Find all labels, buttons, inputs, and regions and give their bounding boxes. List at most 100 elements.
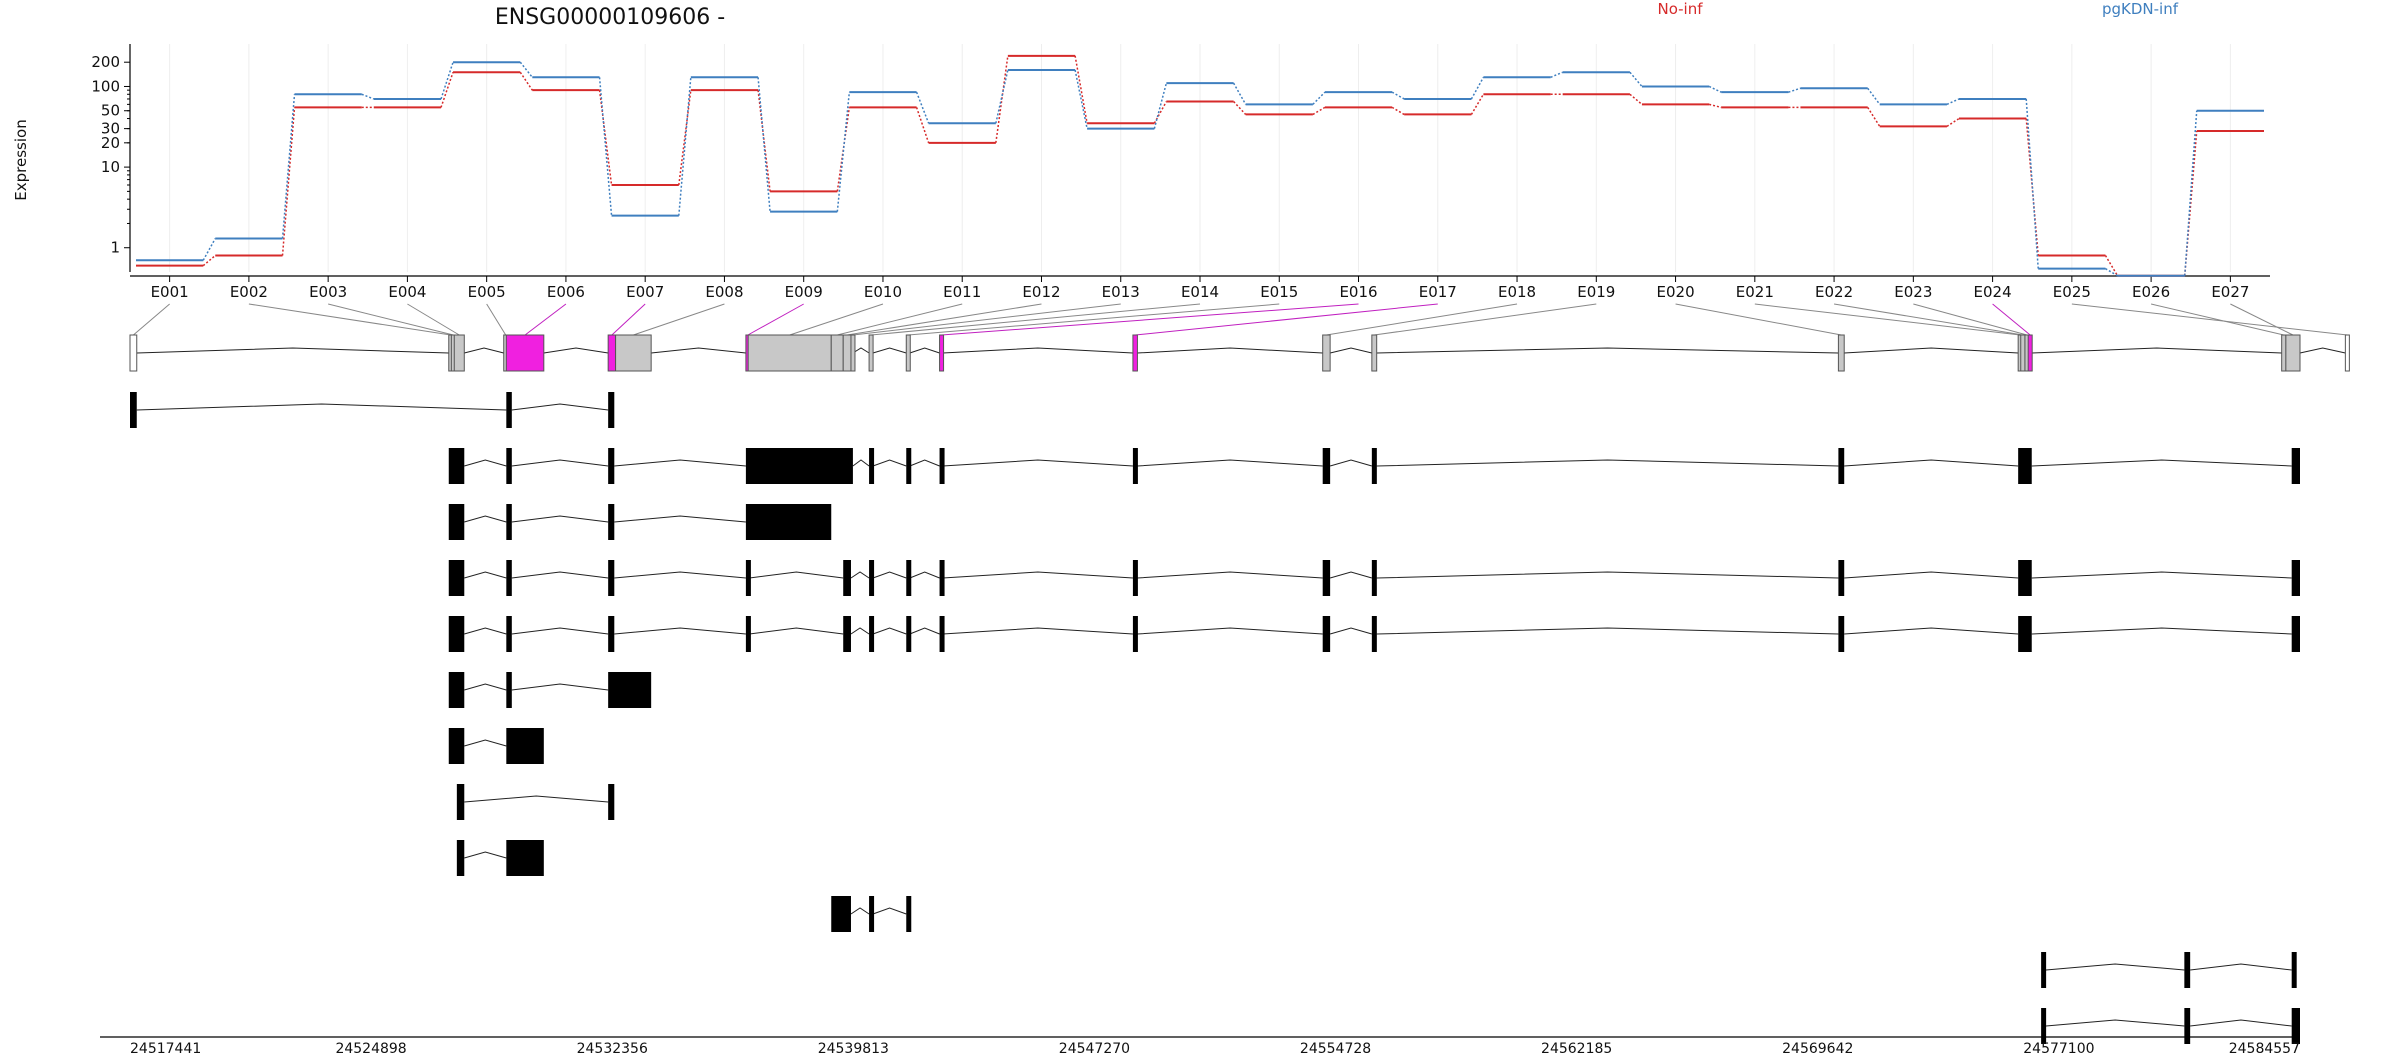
transcript-exon <box>608 392 615 428</box>
transcript-intron <box>511 627 609 635</box>
transcript-track <box>456 784 615 820</box>
transcript-exon <box>130 392 137 428</box>
transcript-intron <box>1844 571 2019 579</box>
transcript-track <box>448 504 832 540</box>
transcript-exon <box>448 728 465 764</box>
series-connector <box>440 61 454 100</box>
series-connector <box>1312 106 1326 116</box>
transcript-exon <box>906 616 912 652</box>
transcript-intron <box>942 571 1133 579</box>
exon-connector <box>1833 303 2023 336</box>
transcript-intron <box>2031 627 2292 635</box>
transcript-exon <box>843 616 851 652</box>
exon-connector <box>633 303 725 336</box>
series-connector <box>1550 71 1563 78</box>
series-connector <box>598 90 613 186</box>
transcript-exon <box>608 448 615 484</box>
transcript-exon <box>906 448 912 484</box>
transcript-intron <box>2190 963 2292 971</box>
transcript-exon <box>1132 560 1138 596</box>
genomic-tick-label: 24517441 <box>130 1041 201 1057</box>
transcript-exon <box>869 616 875 652</box>
transcript-exon <box>506 672 512 708</box>
transcript-exon <box>608 504 615 540</box>
transcript-exon <box>448 672 465 708</box>
transcript-exon <box>506 448 512 484</box>
exon-connector <box>1675 303 1842 336</box>
series-pgKDN-inf <box>136 61 2264 277</box>
exon-tick-label: E014 <box>1181 283 1219 301</box>
genomic-tick-label: 24547270 <box>1059 1041 1130 1057</box>
transcript-intron <box>614 515 746 523</box>
transcript-exon <box>1371 560 1377 596</box>
series-connector <box>281 94 296 239</box>
transcript-exon <box>2184 952 2191 988</box>
transcript-intron <box>1376 571 1839 579</box>
series-connector <box>1074 69 1088 129</box>
exon-tick-label: E023 <box>1894 283 1932 301</box>
exon-tick-label: E025 <box>2053 283 2091 301</box>
transcript-intron <box>614 459 746 467</box>
series-connector <box>1867 107 1881 127</box>
transcript-intron <box>942 459 1133 467</box>
transcript-intron <box>942 627 1133 635</box>
series-connector <box>836 92 851 212</box>
gene-intron <box>852 347 870 354</box>
y-tick-label: 200 <box>91 53 120 71</box>
transcript-intron <box>1329 627 1372 635</box>
exon-tick-label: E011 <box>943 283 981 301</box>
transcript-intron <box>909 459 940 467</box>
transcript-intron <box>850 571 870 579</box>
legend-pgkdn-inf: pgKDN-inf <box>2102 0 2179 18</box>
exon-connector <box>524 303 567 336</box>
series-connector <box>1074 55 1088 124</box>
transcript-intron <box>850 627 870 635</box>
transcript-intron <box>464 627 507 635</box>
y-tick-label: 30 <box>101 120 120 138</box>
exon-connector <box>1326 303 1518 336</box>
transcript-track <box>448 728 544 764</box>
series-connector <box>1629 71 1643 87</box>
vertical-grid <box>169 44 2231 272</box>
exon-box <box>129 334 138 372</box>
exon-box <box>615 334 652 372</box>
exon-box <box>2285 334 2301 372</box>
series-connector <box>1470 76 1485 100</box>
series-connector <box>361 93 375 100</box>
transcript-intron <box>464 515 507 523</box>
transcript-exon <box>2018 560 2032 596</box>
series-connector <box>519 61 533 78</box>
series-connector <box>281 107 296 256</box>
exon-connector <box>747 303 804 336</box>
genomic-tick-label: 24532356 <box>577 1041 648 1057</box>
series-connector <box>202 238 216 261</box>
transcript-intron <box>1376 627 1839 635</box>
transcript-intron <box>464 795 609 803</box>
gene-intron <box>872 347 907 354</box>
transcript-exon <box>2291 448 2300 484</box>
transcript-intron <box>2031 459 2292 467</box>
genomic-axis: 24517441 24524898 24532356 24539813 24547270… <box>100 1036 2300 1057</box>
exon-connector <box>328 303 454 336</box>
transcript-exon <box>506 616 512 652</box>
exon-box <box>1371 334 1378 372</box>
exon-tick-label: E027 <box>2211 283 2249 301</box>
transcript-exon <box>2018 616 2032 652</box>
series-connector <box>1470 93 1485 115</box>
gene-intron <box>543 347 609 354</box>
transcript-track <box>831 896 912 932</box>
y-tick-label: 100 <box>91 77 120 95</box>
transcript-track <box>448 672 652 708</box>
transcript-exon <box>448 504 465 540</box>
transcript-exon <box>1132 448 1138 484</box>
exon-tick-label: E012 <box>1022 283 1060 301</box>
transcript-intron <box>511 683 609 691</box>
transcript-exon <box>843 560 851 596</box>
exon-tick-label: E006 <box>547 283 585 301</box>
exon-tick-label: E001 <box>151 283 189 301</box>
transcript-exon <box>939 448 945 484</box>
transcript-intron <box>872 459 907 467</box>
exon-connector <box>248 303 451 336</box>
transcript-intron <box>511 515 609 523</box>
expression-series <box>136 54 2264 277</box>
